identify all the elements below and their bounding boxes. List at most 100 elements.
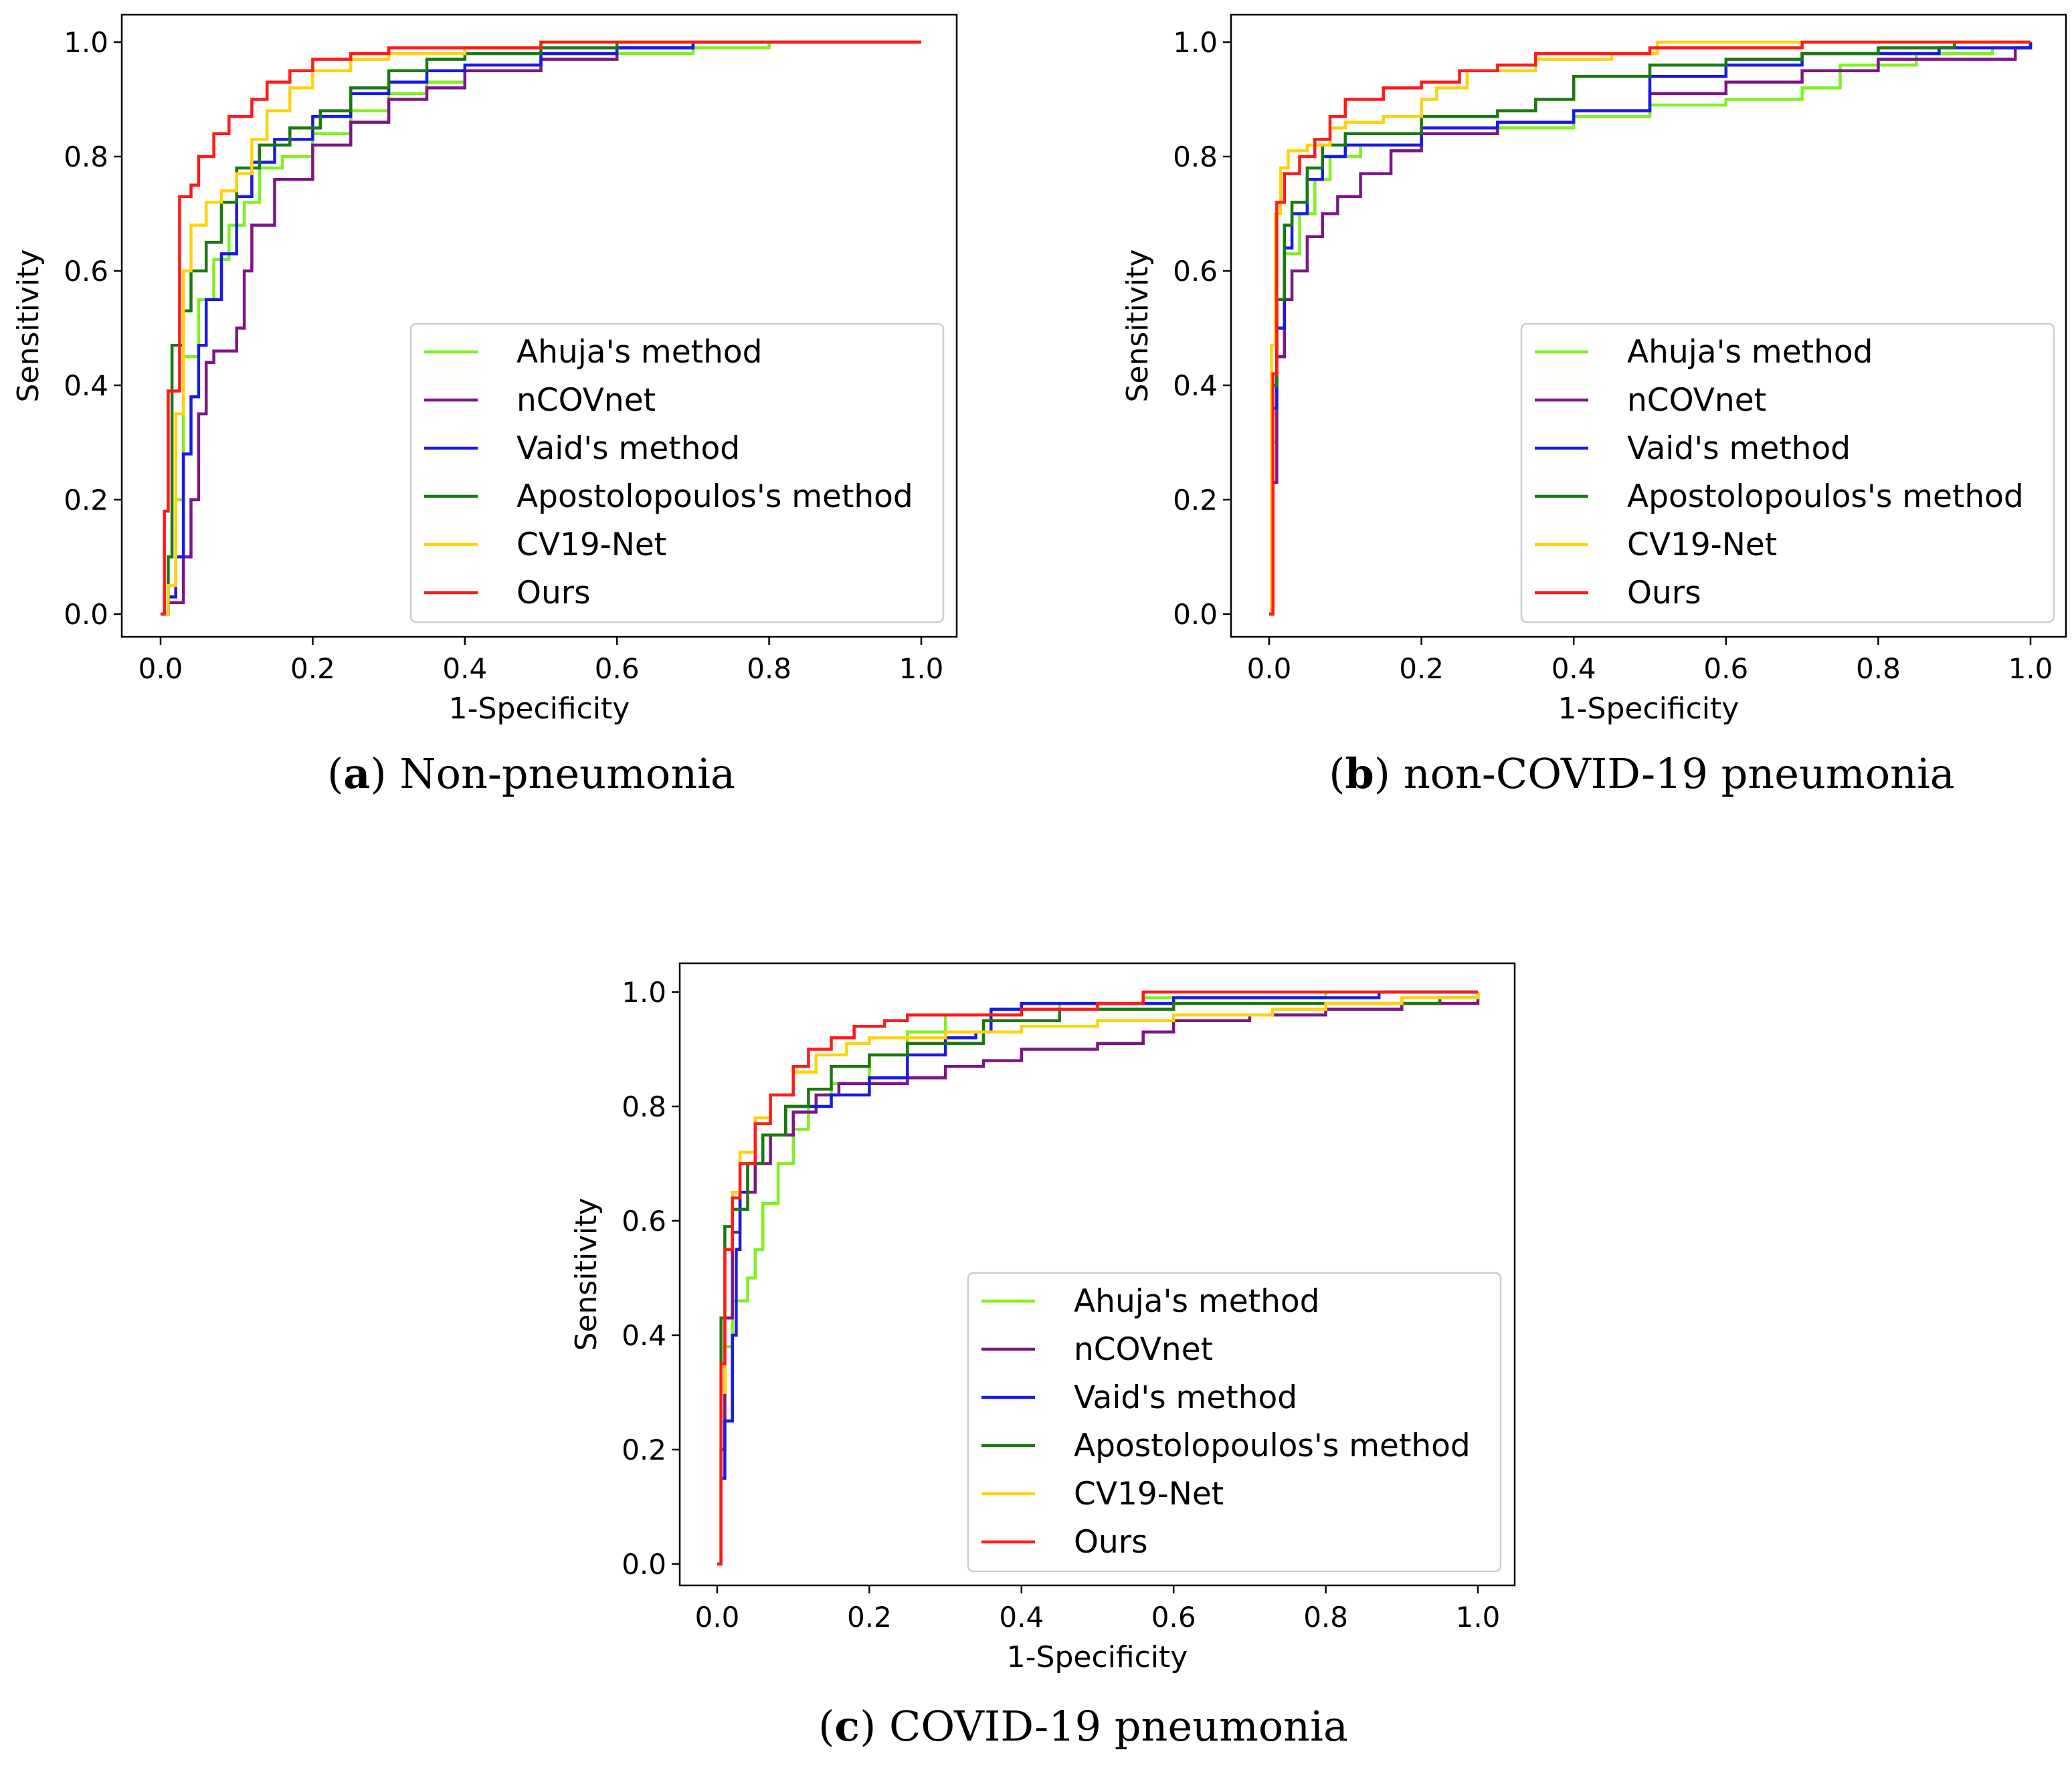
- x-tick-label: 0.4: [999, 1601, 1044, 1634]
- caption-close-paren: ): [860, 1702, 889, 1751]
- x-tick-label: 0.8: [1856, 652, 1901, 685]
- legend-box: [409, 322, 945, 623]
- y-axis-label: Sensitivity: [11, 249, 45, 402]
- x-axis-label: 1-Specificity: [449, 692, 630, 726]
- chart-c: 0.0 0.2 0.4 0.6 0.8 1.0 0.0 0.2 0.4 0.6 0.8 1.0 1-Sp…: [569, 962, 1516, 1751]
- y-tick-label: 0.6: [1173, 255, 1218, 288]
- y-tick-label: 0.6: [64, 255, 108, 288]
- y-tick-label: 0.8: [622, 1090, 666, 1123]
- caption-text: COVID-19 pneumonia: [889, 1702, 1348, 1751]
- axes-frame: [1230, 13, 2067, 638]
- legend-label-cv19net: CV19-Net: [1074, 1476, 1224, 1512]
- y-tick-label: 0.6: [622, 1205, 666, 1238]
- caption-letter: a: [343, 749, 370, 798]
- legend-box: [967, 1272, 1502, 1573]
- series-lines: [717, 990, 1480, 1566]
- x-tick-label: 0.6: [1151, 1601, 1196, 1634]
- series-line-apostolopoulos: [1269, 40, 2031, 616]
- axes-frame: [120, 13, 958, 638]
- figure-caption: (b) non-COVID-19 pneumonia: [1329, 749, 1955, 798]
- x-tick-label: 0.6: [1703, 652, 1748, 685]
- series-line-cv19net: [717, 992, 1480, 1566]
- axes-frame: [678, 962, 1516, 1587]
- x-tick-label: 0.4: [1551, 652, 1596, 685]
- legend-label-cv19net: CV19-Net: [1627, 526, 1777, 563]
- legend-box: [1520, 322, 2055, 623]
- legend-label-vaid: Vaid's method: [1074, 1379, 1297, 1416]
- y-tick-label: 0.0: [64, 598, 108, 631]
- x-tick-label: 1.0: [899, 652, 944, 685]
- y-tick-label: 0.8: [64, 140, 108, 173]
- x-tick-label: 0.4: [442, 652, 487, 685]
- series-line-ours: [161, 40, 921, 616]
- y-axis-label: Sensitivity: [1121, 249, 1155, 402]
- x-tick-label: 0.6: [595, 652, 640, 685]
- x-tick-label: 0.0: [1247, 652, 1292, 685]
- caption-close-paren: ): [370, 749, 399, 798]
- x-tick-label: 0.0: [138, 652, 183, 685]
- legend-label-vaid: Vaid's method: [516, 430, 740, 467]
- caption-open-paren: (: [818, 1702, 834, 1751]
- legend-label-apostolopoulos: Apostolopoulos's method: [1627, 478, 2024, 515]
- y-tick-label: 0.0: [622, 1548, 666, 1581]
- legend-label-ahuja: Ahuja's method: [1074, 1283, 1319, 1320]
- series-line-ncovnet: [161, 40, 921, 616]
- x-tick-label: 0.0: [695, 1601, 740, 1634]
- x-tick-label: 0.2: [847, 1601, 892, 1634]
- series-line-vaid: [161, 40, 921, 616]
- x-axis-label: 1-Specificity: [1007, 1640, 1188, 1674]
- caption-text: Non-pneumonia: [399, 749, 735, 798]
- legend: Ahuja's method nCOVnet Vaid's method Aposto…: [967, 1272, 1502, 1573]
- legend-label-apostolopoulos: Apostolopoulos's method: [1074, 1428, 1471, 1464]
- legend-label-ncovnet: nCOVnet: [1627, 382, 1766, 419]
- chart-b: 0.0 0.2 0.4 0.6 0.8 1.0 0.0 0.2 0.4 0.6 0.8 1.0 1-Sp…: [1121, 13, 2067, 798]
- legend-label-cv19net: CV19-Net: [516, 526, 666, 563]
- legend-label-ours: Ours: [1074, 1524, 1148, 1561]
- y-tick-label: 0.4: [64, 369, 108, 402]
- x-tick-label: 0.2: [1399, 652, 1444, 685]
- series-lines: [161, 40, 921, 616]
- figure-caption: (a) Non-pneumonia: [327, 749, 735, 798]
- legend-label-ours: Ours: [1627, 575, 1701, 611]
- y-axis-label: Sensitivity: [569, 1197, 603, 1351]
- legend: Ahuja's method nCOVnet Vaid's method Aposto…: [409, 322, 945, 623]
- x-tick-label: 1.0: [2008, 652, 2053, 685]
- x-tick-label: 1.0: [1456, 1601, 1501, 1634]
- series-line-ours: [1269, 40, 2031, 616]
- legend-label-ahuja: Ahuja's method: [1627, 334, 1873, 371]
- x-tick-label: 0.2: [290, 652, 335, 685]
- series-line-ours: [717, 990, 1478, 1566]
- y-tick-label: 0.4: [622, 1319, 666, 1352]
- caption-open-paren: (: [1329, 749, 1345, 798]
- legend-label-ncovnet: nCOVnet: [1074, 1331, 1213, 1368]
- legend-label-ours: Ours: [516, 575, 591, 611]
- y-tick-label: 0.2: [64, 484, 108, 516]
- legend: Ahuja's method nCOVnet Vaid's method Aposto…: [1520, 322, 2055, 623]
- x-tick-label: 0.8: [1303, 1601, 1348, 1634]
- caption-letter: c: [834, 1702, 860, 1751]
- y-tick-label: 0.2: [622, 1434, 666, 1466]
- x-axis-label: 1-Specificity: [1558, 692, 1739, 726]
- chart-a: 0.0 0.2 0.4 0.6 0.8 1.0 0.0 0.2 0.4 0.6 0.8 1.0 1-Sp…: [11, 13, 958, 798]
- y-tick-label: 1.0: [622, 976, 666, 1009]
- caption-open-paren: (: [327, 749, 343, 798]
- y-tick-label: 1.0: [64, 26, 108, 59]
- y-tick-label: 0.2: [1173, 484, 1218, 516]
- x-tick-label: 0.8: [747, 652, 791, 685]
- legend-label-apostolopoulos: Apostolopoulos's method: [516, 478, 913, 515]
- y-tick-label: 1.0: [1173, 26, 1218, 59]
- y-tick-label: 0.4: [1173, 369, 1218, 402]
- caption-text: non-COVID-19 pneumonia: [1404, 749, 1955, 798]
- series-line-vaid: [1269, 42, 2033, 616]
- series-lines: [1269, 40, 2033, 616]
- legend-label-ahuja: Ahuja's method: [516, 334, 762, 371]
- caption-close-paren: ): [1374, 749, 1404, 798]
- legend-label-ncovnet: nCOVnet: [516, 382, 656, 419]
- y-tick-label: 0.8: [1173, 140, 1218, 173]
- plots-layer: 0.0 0.2 0.4 0.6 0.8 1.0 0.0 0.2 0.4 0.6 0.8 1.0 1-Sp…: [11, 13, 2067, 1751]
- caption-letter: b: [1345, 749, 1374, 798]
- y-tick-label: 0.0: [1173, 598, 1218, 631]
- figure-caption: (c) COVID-19 pneumonia: [818, 1702, 1348, 1751]
- legend-label-vaid: Vaid's method: [1627, 430, 1851, 467]
